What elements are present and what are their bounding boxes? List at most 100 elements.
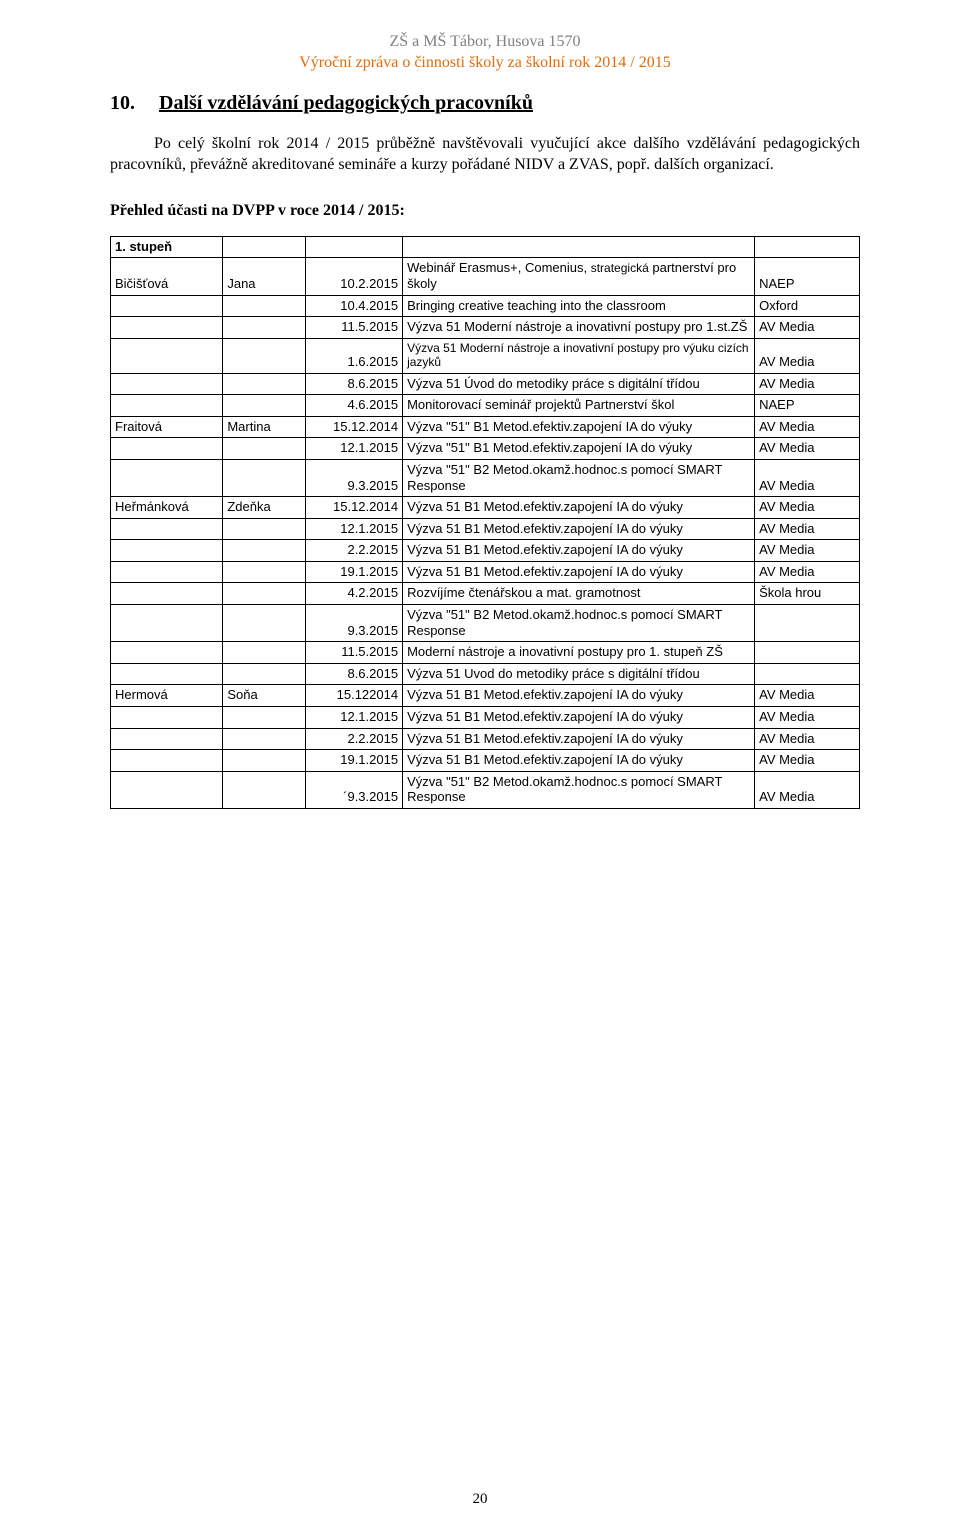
cell-date: 15.12.2014	[305, 416, 402, 438]
cell-surname: Bičišťová	[111, 258, 223, 295]
cell-firstname	[223, 540, 305, 562]
cell-provider: NAEP	[755, 395, 860, 417]
table-row: 19.1.2015Výzva 51 B1 Metod.efektiv.zapoj…	[111, 750, 860, 772]
cell-date: 11.5.2015	[305, 642, 402, 664]
cell-description: Výzva "51" B2 Metod.okamž.hodnoc.s pomoc…	[403, 459, 755, 496]
cell-provider: AV Media	[755, 771, 860, 808]
cell-description: Výzva 51 B1 Metod.efektiv.zapojení IA do…	[403, 540, 755, 562]
cell-firstname	[223, 583, 305, 605]
cell-firstname	[223, 663, 305, 685]
cell-surname: Fraitová	[111, 416, 223, 438]
cell-firstname	[223, 373, 305, 395]
cell-firstname	[223, 317, 305, 339]
table-row: 4.6.2015Monitorovací seminář projektů Pa…	[111, 395, 860, 417]
table-row: HeřmánkováZdeňka15.12.2014Výzva 51 B1 Me…	[111, 497, 860, 519]
cell-surname	[111, 540, 223, 562]
table-row: 11.5.2015Moderní nástroje a inovativní p…	[111, 642, 860, 664]
cell-description: Výzva 51 B1 Metod.efektiv.zapojení IA do…	[403, 561, 755, 583]
cell-description: Výzva 51 B1 Metod.efektiv.zapojení IA do…	[403, 750, 755, 772]
cell-firstname	[223, 295, 305, 317]
cell-provider: AV Media	[755, 459, 860, 496]
cell-date: 19.1.2015	[305, 561, 402, 583]
running-header: ZŠ a MŠ Tábor, Husova 1570 Výroční zpráv…	[110, 32, 860, 74]
cell-surname	[111, 395, 223, 417]
cell-firstname	[223, 561, 305, 583]
cell-firstname	[223, 642, 305, 664]
cell-surname	[111, 728, 223, 750]
cell-firstname	[223, 771, 305, 808]
cell-date: 12.1.2015	[305, 518, 402, 540]
cell-firstname	[223, 459, 305, 496]
cell-description: Výzva 51 Moderní nástroje a inovativní p…	[403, 338, 755, 373]
table-row: 1.6.2015Výzva 51 Moderní nástroje a inov…	[111, 338, 860, 373]
cell-surname	[111, 518, 223, 540]
cell-description: Výzva 51 Uvod do metodiky práce s digitá…	[403, 663, 755, 685]
cell-provider: AV Media	[755, 561, 860, 583]
cell-provider	[755, 605, 860, 642]
section-title: Další vzdělávání pedagogických pracovník…	[159, 92, 533, 114]
cell-provider: AV Media	[755, 728, 860, 750]
table-row: HermováSoňa15.122014Výzva 51 B1 Metod.ef…	[111, 685, 860, 707]
cell-date: 8.6.2015	[305, 663, 402, 685]
cell-surname	[111, 438, 223, 460]
cell-provider	[755, 642, 860, 664]
table-row: ´9.3.2015Výzva "51" B2 Metod.okamž.hodno…	[111, 771, 860, 808]
cell-surname	[111, 338, 223, 373]
document-page: ZŠ a MŠ Tábor, Husova 1570 Výroční zpráv…	[0, 0, 960, 1528]
cell-provider: AV Media	[755, 317, 860, 339]
cell-surname	[111, 373, 223, 395]
table-row: 2.2.2015Výzva 51 B1 Metod.efektiv.zapoje…	[111, 540, 860, 562]
cell-description: Výzva 51 B1 Metod.efektiv.zapojení IA do…	[403, 707, 755, 729]
cell-date: 12.1.2015	[305, 438, 402, 460]
cell-date: 10.4.2015	[305, 295, 402, 317]
cell-firstname	[223, 728, 305, 750]
cell-surname	[111, 583, 223, 605]
cell-surname	[111, 750, 223, 772]
cell-provider: AV Media	[755, 497, 860, 519]
cell-date: 10.2.2015	[305, 258, 402, 295]
cell-description: Výzva "51" B2 Metod.okamž.hodnoc.s pomoc…	[403, 605, 755, 642]
cell-description: Výzva "51" B1 Metod.efektiv.zapojení IA …	[403, 416, 755, 438]
cell-date: 8.6.2015	[305, 373, 402, 395]
table-row: BičišťováJana10.2.2015Webinář Erasmus+, …	[111, 258, 860, 295]
cell-provider: AV Media	[755, 373, 860, 395]
cell-provider: AV Media	[755, 518, 860, 540]
cell-description: Výzva 51 Úvod do metodiky práce s digitá…	[403, 373, 755, 395]
cell-firstname: Zdeňka	[223, 497, 305, 519]
cell-provider: Škola hrou	[755, 583, 860, 605]
cell-firstname: Soňa	[223, 685, 305, 707]
cell-description: Výzva 51 B1 Metod.efektiv.zapojení IA do…	[403, 685, 755, 707]
cell-date: 9.3.2015	[305, 605, 402, 642]
cell-date: 15.12.2014	[305, 497, 402, 519]
cell-date: 4.6.2015	[305, 395, 402, 417]
section-number: 10.	[110, 92, 154, 115]
table-row: 8.6.2015Výzva 51 Uvod do metodiky práce …	[111, 663, 860, 685]
empty-cell	[223, 236, 305, 258]
cell-description: Webinář Erasmus+, Comenius, strategická …	[403, 258, 755, 295]
header-report-title: Výroční zpráva o činnosti školy za školn…	[110, 53, 860, 74]
cell-surname	[111, 295, 223, 317]
cell-description: Rozvíjíme čtenářskou a mat. gramotnost	[403, 583, 755, 605]
cell-provider: AV Media	[755, 438, 860, 460]
cell-description: Monitorovací seminář projektů Partnerstv…	[403, 395, 755, 417]
cell-description: Výzva "51" B1 Metod.efektiv.zapojení IA …	[403, 438, 755, 460]
cell-description: Výzva 51 B1 Metod.efektiv.zapojení IA do…	[403, 728, 755, 750]
intro-paragraph: Po celý školní rok 2014 / 2015 průběžně …	[110, 133, 860, 176]
cell-description: Výzva "51" B2 Metod.okamž.hodnoc.s pomoc…	[403, 771, 755, 808]
table-row: 8.6.2015 Výzva 51 Úvod do metodiky práce…	[111, 373, 860, 395]
page-number: 20	[0, 1491, 960, 1508]
cell-surname	[111, 561, 223, 583]
cell-provider	[755, 663, 860, 685]
cell-provider: Oxford	[755, 295, 860, 317]
cell-firstname: Martina	[223, 416, 305, 438]
cell-date: 12.1.2015	[305, 707, 402, 729]
cell-date: 2.2.2015	[305, 728, 402, 750]
cell-surname: Hermová	[111, 685, 223, 707]
cell-date: 19.1.2015	[305, 750, 402, 772]
cell-firstname	[223, 605, 305, 642]
table-row: 11.5.2015Výzva 51 Moderní nástroje a ino…	[111, 317, 860, 339]
empty-cell	[305, 236, 402, 258]
cell-provider: AV Media	[755, 416, 860, 438]
cell-date: ´9.3.2015	[305, 771, 402, 808]
cell-firstname	[223, 395, 305, 417]
